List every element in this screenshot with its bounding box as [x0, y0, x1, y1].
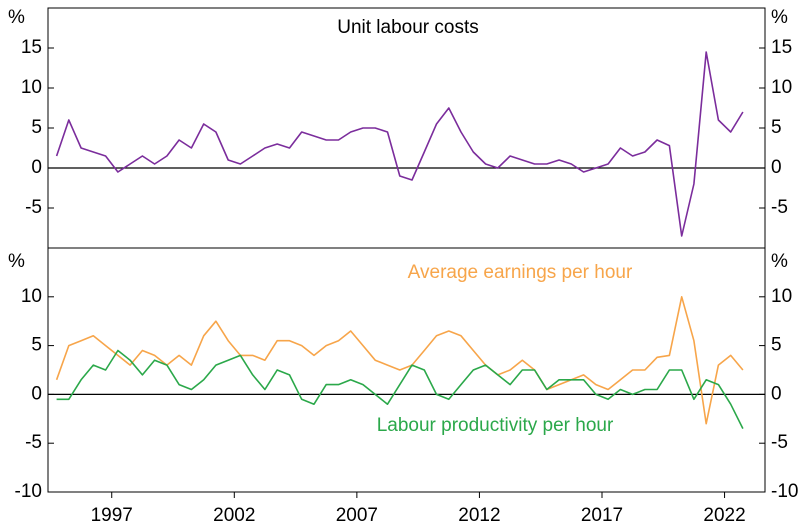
y-tick-label: -10: [771, 481, 798, 502]
y-tick-label: -10: [15, 481, 42, 502]
unit-label: %: [771, 251, 788, 272]
y-tick-label: -5: [25, 197, 42, 218]
y-tick-label: 0: [31, 157, 42, 178]
y-tick-label: 0: [31, 383, 42, 404]
unit-label: %: [8, 251, 25, 272]
y-tick-label: -5: [771, 432, 788, 453]
series-label: Average earnings per hour: [408, 262, 633, 283]
y-tick-label: 5: [771, 335, 782, 356]
y-tick-label: 10: [771, 286, 792, 307]
x-tick-label: 2017: [581, 505, 623, 526]
y-tick-label: 10: [21, 77, 42, 98]
series-label: Labour productivity per hour: [377, 415, 614, 436]
x-tick-label: 2002: [213, 505, 255, 526]
y-tick-label: 5: [771, 117, 782, 138]
y-tick-label: -5: [25, 432, 42, 453]
x-tick-label: 2022: [703, 505, 745, 526]
y-tick-label: 5: [31, 335, 42, 356]
y-tick-label: 10: [771, 77, 792, 98]
y-tick-label: 10: [21, 286, 42, 307]
y-tick-label: 0: [771, 383, 782, 404]
y-tick-label: -5: [771, 197, 788, 218]
plot-frame: [47, 7, 766, 493]
y-tick-label: 5: [31, 117, 42, 138]
data-line: [56, 349, 744, 429]
unit-label: %: [771, 7, 788, 28]
unit-label: %: [8, 7, 25, 28]
y-tick-label: 0: [771, 157, 782, 178]
x-tick-label: 2012: [458, 505, 500, 526]
y-tick-label: 15: [771, 37, 792, 58]
panel-title: Unit labour costs: [337, 17, 479, 38]
y-tick-label: 15: [21, 37, 42, 58]
data-line: [55, 51, 744, 237]
x-tick-label: 1997: [91, 505, 133, 526]
x-tick-label: 2007: [336, 505, 378, 526]
data-line: [55, 296, 744, 425]
